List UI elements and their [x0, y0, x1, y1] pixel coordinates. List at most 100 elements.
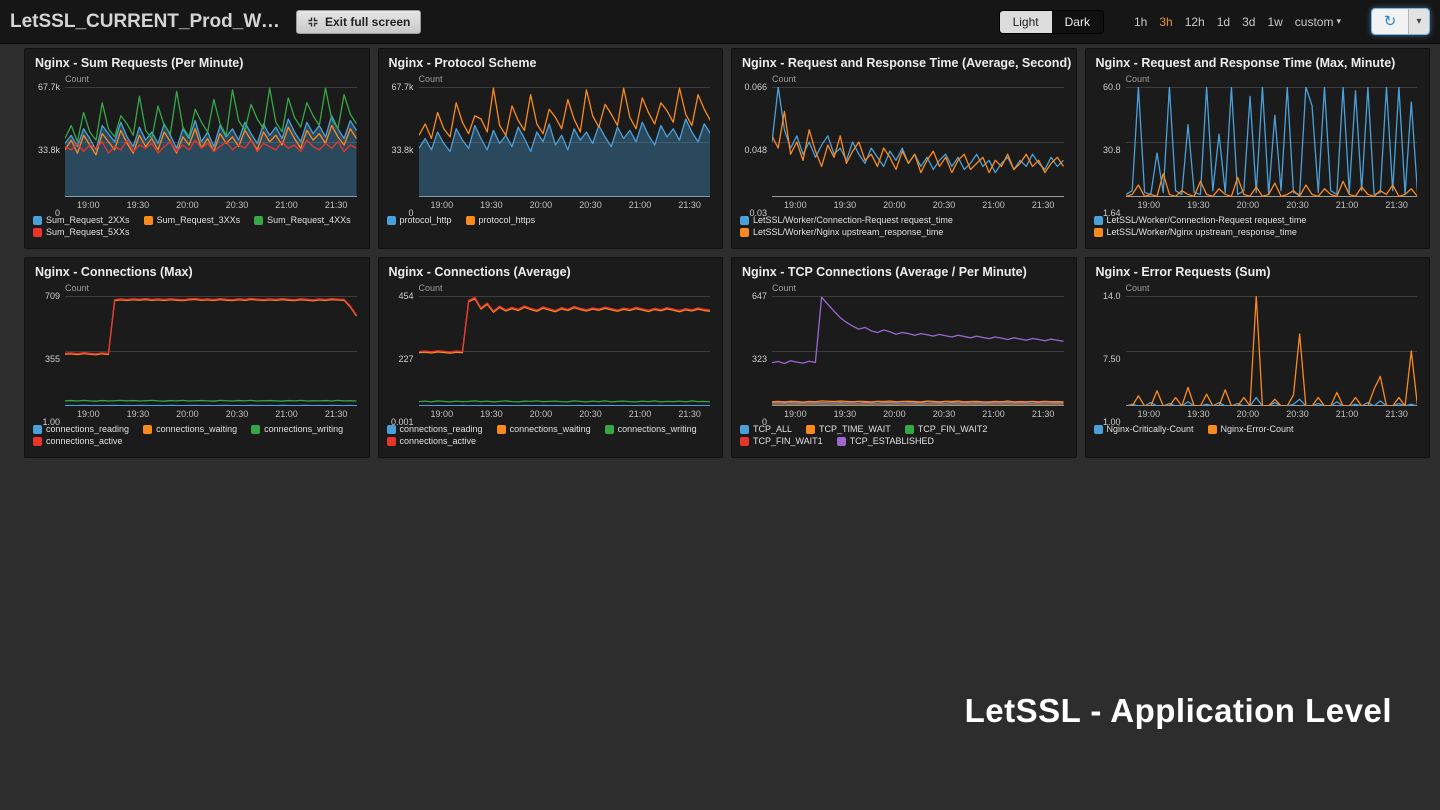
x-axis-label: 21:30 [1385, 200, 1408, 210]
chart-canvas [772, 87, 1064, 197]
legend-label: TCP_ESTABLISHED [849, 436, 935, 446]
legend-item[interactable]: Nginx-Error-Count [1207, 424, 1294, 434]
legend-swatch-icon [1093, 215, 1103, 225]
legend-item[interactable]: TCP_ESTABLISHED [836, 436, 935, 446]
range-3h[interactable]: 3h [1159, 14, 1173, 29]
legend-item[interactable]: connections_writing [251, 424, 343, 434]
legend-item[interactable]: connections_writing [604, 424, 697, 434]
legend-item[interactable]: Sum_Request_4XXs [254, 215, 351, 225]
legend-swatch-icon [33, 436, 42, 446]
legend-item[interactable]: Sum_Request_2XXs [33, 215, 130, 225]
y-axis: 60.0 30.8 1.64 [1092, 82, 1126, 218]
y-axis-label: 647 [751, 291, 767, 301]
x-axis-label: 21:00 [1335, 409, 1359, 419]
x-axis-label: 19:00 [784, 200, 807, 210]
chart-canvas [65, 296, 357, 406]
legend-label: connections_writing [617, 424, 697, 434]
refresh-dropdown-button[interactable]: ▾ [1408, 9, 1429, 34]
chart-canvas [418, 87, 710, 197]
refresh-button[interactable]: ↻ [1372, 9, 1408, 34]
range-1w[interactable]: 1w [1267, 14, 1283, 29]
legend-swatch-icon [33, 227, 42, 237]
legend-item[interactable]: Sum_Request_5XXs [33, 227, 130, 237]
range-1h[interactable]: 1h [1133, 14, 1148, 29]
gridline [772, 87, 1064, 88]
range-12h[interactable]: 12h [1184, 14, 1205, 29]
x-axis-label: 20:00 [529, 409, 553, 419]
theme-dark-button[interactable]: Dark [1051, 10, 1103, 33]
caret-down-icon: ▾ [1416, 16, 1422, 27]
legend-item[interactable]: TCP_TIME_WAIT [806, 424, 891, 434]
x-axis: 19:00 19:30 20:00 20:30 21:00 21:30 [1126, 197, 1418, 213]
range-custom-label: custom [1294, 14, 1334, 29]
legend-label: connections_writing [264, 424, 344, 434]
legend-item[interactable]: protocol_http [386, 215, 452, 225]
chart-canvas [65, 87, 357, 197]
legend-item[interactable]: connections_active [33, 436, 123, 446]
y-axis: 647 323 0 [738, 291, 772, 427]
exit-fullscreen-button[interactable]: Exit full screen [296, 9, 422, 34]
panel-title: Nginx - Connections (Max) [35, 265, 193, 279]
legend-item[interactable]: connections_waiting [143, 424, 237, 434]
refresh-control: ↻ ▾ [1371, 8, 1430, 35]
x-axis-label: 20:30 [1286, 200, 1309, 210]
range-custom[interactable]: custom ▾ [1295, 15, 1341, 29]
x-axis-label: 21:00 [982, 409, 1005, 419]
y-axis-label: 33.8k [391, 145, 414, 155]
legend-item[interactable]: connections_reading [386, 424, 483, 434]
y-axis-label: 67.7k [391, 82, 414, 92]
legend-item[interactable]: LetSSL/Worker/Connection-Request request… [1093, 215, 1306, 225]
x-axis-line [772, 196, 1064, 197]
y-axis-label: 67.7k [37, 82, 60, 92]
y-axis-label: 33.8k [37, 145, 60, 155]
y-axis-label: 0 [408, 208, 414, 218]
legend-label: connections_reading [399, 424, 483, 434]
x-axis-label: 19:00 [784, 409, 807, 419]
x-axis-label: 21:00 [275, 409, 298, 419]
gridline [65, 87, 357, 88]
legend-label: Sum_Request_2XXs [46, 215, 130, 225]
top-bar: LetSSL_CURRENT_Prod_Wor... Exit full scr… [0, 0, 1440, 44]
chart-area: 60.0 30.8 1.64 Count 19:00 19:30 20:00 20:30 21:… [1092, 74, 1418, 218]
range-3d[interactable]: 3d [1242, 14, 1256, 29]
y-axis-title: Count [65, 283, 90, 293]
plot-area: Count [1125, 74, 1417, 197]
y-axis: 709 355 1.00 [31, 291, 65, 427]
plot-column: Count 19:00 19:30 20:00 20:30 21:00 21:30 [772, 74, 1064, 213]
chart-area: 67.7k 33.8k 0 Count 19:00 19:30 20:00 20:30 21:0… [31, 74, 357, 218]
theme-light-button[interactable]: Light [999, 10, 1052, 33]
chart-panel: Nginx - Error Requests (Sum) 14.0 7.50 1.00… [1084, 257, 1430, 458]
legend-item[interactable]: protocol_https [465, 215, 535, 225]
chart-panel: Nginx - Sum Requests (Per Minute) 67.7k 33… [24, 48, 370, 249]
legend-item[interactable]: TCP_ALL [740, 424, 792, 434]
legend-label: LetSSL/Worker/Nginx upstream_response_ti… [1106, 227, 1297, 237]
y-axis-label: 14.0 [1102, 291, 1121, 301]
gridline [1125, 142, 1417, 143]
legend-label: Sum_Request_4XXs [267, 215, 351, 225]
legend-item[interactable]: connections_waiting [496, 424, 591, 434]
exit-fullscreen-icon [308, 17, 318, 26]
x-axis-label: 21:30 [1031, 409, 1055, 419]
legend-item[interactable]: connections_active [386, 436, 476, 446]
legend-item[interactable]: TCP_FIN_WAIT1 [740, 436, 823, 446]
legend-item[interactable]: LetSSL/Worker/Connection-Request request… [740, 215, 953, 225]
legend-item[interactable]: LetSSL/Worker/Nginx upstream_response_ti… [1093, 227, 1297, 237]
range-1d[interactable]: 1d [1216, 14, 1231, 29]
y-axis: 0.066 0.048 0.03 [738, 82, 772, 218]
legend-swatch-icon [740, 215, 749, 225]
x-axis-line [418, 196, 710, 197]
legend-swatch-icon [1093, 227, 1103, 237]
legend-swatch-icon [143, 215, 153, 225]
legend-item[interactable]: LetSSL/Worker/Nginx upstream_response_ti… [740, 227, 943, 237]
legend: LetSSL/Worker/Connection-Request request… [732, 213, 1076, 241]
legend-item[interactable]: Nginx-Critically-Count [1093, 424, 1194, 434]
y-axis-label: 454 [398, 291, 414, 301]
gridline [65, 296, 357, 297]
legend-item[interactable]: Sum_Request_3XXs [143, 215, 240, 225]
x-axis: 19:00 19:30 20:00 20:30 21:00 21:30 [65, 406, 357, 422]
legend-item[interactable]: connections_reading [33, 424, 129, 434]
legend-label: connections_active [46, 436, 123, 446]
x-axis: 19:00 19:30 20:00 20:30 21:00 21:30 [1126, 406, 1418, 422]
time-range-picker: 1h 3h 12h 1d 3d 1w custom ▾ [1134, 15, 1341, 29]
legend-item[interactable]: TCP_FIN_WAIT2 [904, 424, 987, 434]
